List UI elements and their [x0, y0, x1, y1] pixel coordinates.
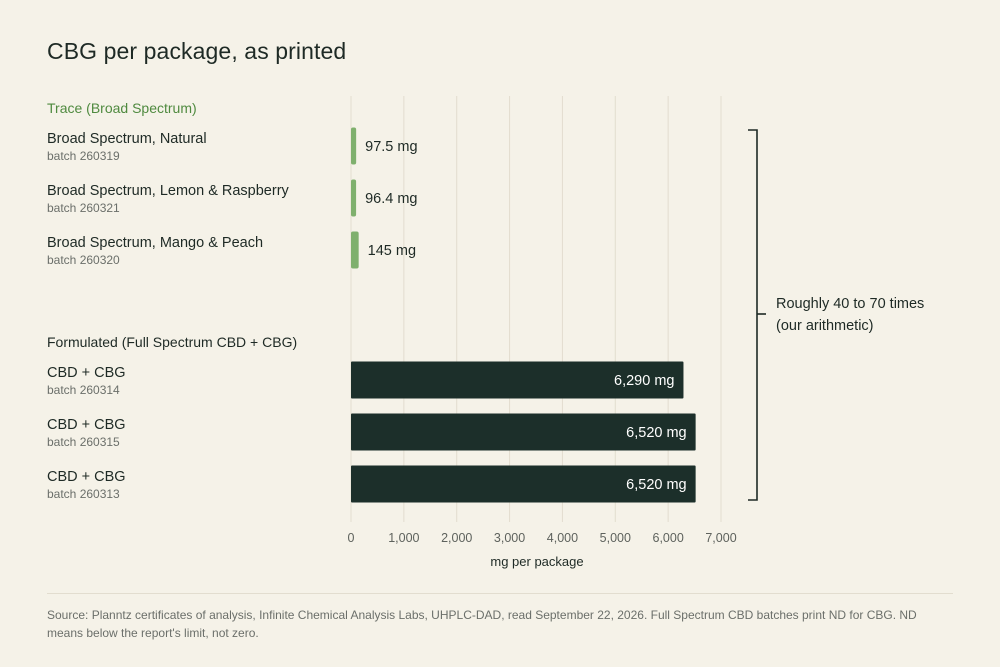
- row-batch: batch 260320: [47, 253, 120, 267]
- row-batch: batch 260315: [47, 435, 120, 449]
- bar: [351, 361, 684, 399]
- bar: [351, 127, 357, 165]
- bar-value-label: 6,520 mg: [626, 477, 686, 493]
- footer-divider: [47, 593, 953, 594]
- bracket-annotation-line2: (our arithmetic): [776, 318, 874, 334]
- bar: [351, 231, 359, 269]
- row-batch: batch 260313: [47, 487, 120, 501]
- row-name: Broad Spectrum, Lemon & Raspberry: [47, 183, 289, 199]
- row-name: Broad Spectrum, Mango & Peach: [47, 235, 264, 251]
- bar-value-label: 145 mg: [368, 243, 416, 259]
- bar-chart: 0 1,000 2,000 3,000 4,000 5,000 6,000 7,000 mg p…: [348, 96, 766, 569]
- x-tick-label: 6,000: [653, 531, 684, 545]
- row-name: Broad Spectrum, Natural: [47, 131, 207, 147]
- row-name: CBD + CBG: [47, 365, 126, 381]
- x-tick-label: 2,000: [441, 531, 472, 545]
- row-name: CBD + CBG: [47, 469, 126, 485]
- bar-value-label: 96.4 mg: [365, 191, 417, 207]
- bar-value-label: 6,520 mg: [626, 425, 686, 441]
- group-label-trace: Trace (Broad Spectrum): [47, 100, 197, 116]
- x-tick-label: 1,000: [388, 531, 419, 545]
- row-label-trace-1: Broad Spectrum, Natural batch 260319: [47, 131, 347, 164]
- x-tick-label: 3,000: [494, 531, 525, 545]
- row-batch: batch 260319: [47, 149, 120, 163]
- row-batch: batch 260321: [47, 201, 120, 215]
- x-tick-label: 5,000: [600, 531, 631, 545]
- row-label-formulated-2: CBD + CBG batch 260315: [47, 417, 347, 450]
- row-label-formulated-3: CBD + CBG batch 260313: [47, 469, 347, 502]
- x-tick-label: 7,000: [705, 531, 736, 545]
- bar: [351, 465, 696, 503]
- bracket-line: [748, 129, 758, 501]
- chart-title: CBG per package, as printed: [47, 38, 347, 64]
- bracket-annotation: Roughly 40 to 70 times (our arithmetic): [776, 293, 924, 337]
- row-label-trace-2: Broad Spectrum, Lemon & Raspberry batch …: [47, 183, 347, 216]
- x-tick-label: 0: [348, 531, 355, 545]
- x-axis-label: mg per package: [490, 554, 583, 569]
- row-label-formulated-1: CBD + CBG batch 260314: [47, 365, 347, 398]
- bar-value-label: 97.5 mg: [365, 139, 417, 155]
- x-tick-label: 4,000: [547, 531, 578, 545]
- row-name: CBD + CBG: [47, 417, 126, 433]
- bar: [351, 179, 357, 217]
- row-label-trace-3: Broad Spectrum, Mango & Peach batch 2603…: [47, 235, 347, 268]
- bracket-annotation-line1: Roughly 40 to 70 times: [776, 296, 925, 312]
- source-note: Source: Planntz certificates of analysis…: [47, 608, 917, 640]
- bar: [351, 413, 696, 451]
- row-batch: batch 260314: [47, 383, 120, 397]
- bar-value-label: 6,290 mg: [614, 373, 674, 389]
- group-label-formulated: Formulated (Full Spectrum CBD + CBG): [47, 334, 298, 350]
